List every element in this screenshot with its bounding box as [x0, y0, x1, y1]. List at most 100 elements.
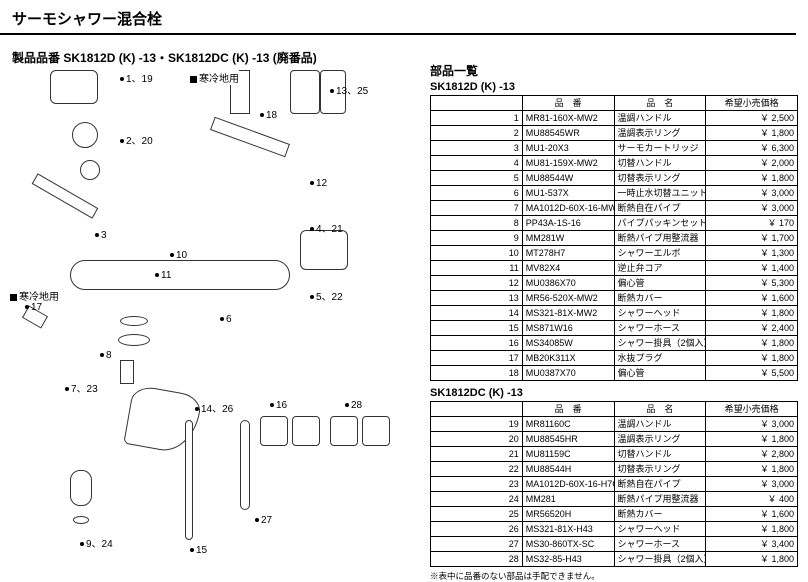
col-price: 希望小売価格 — [706, 96, 798, 111]
cell-price: ￥ 1,600 — [706, 507, 798, 522]
cell-code: MU81159C — [522, 447, 614, 462]
diagram-sketch — [10, 70, 420, 560]
cell-num: 26 — [431, 522, 523, 537]
cell-name: 水抜プラグ — [614, 351, 706, 366]
cell-code: MS321-81X-MW2 — [522, 306, 614, 321]
col-code: 品 番 — [522, 96, 614, 111]
cell-price: ￥ 2,800 — [706, 447, 798, 462]
cell-code: MU88545HR — [522, 432, 614, 447]
table-row: 20MU88545HR温調表示リング￥ 1,800 — [431, 432, 798, 447]
callout-label: 15 — [190, 545, 207, 556]
table-row: 16MS34085Wシャワー掛具（2個入）￥ 1,800 — [431, 336, 798, 351]
cell-price: ￥ 1,600 — [706, 291, 798, 306]
cell-num: 13 — [431, 291, 523, 306]
cell-code: MT278H7 — [522, 246, 614, 261]
col-num — [431, 402, 523, 417]
exploded-diagram: 1、192、2031813、25124、2165、22101187、2314、2… — [10, 70, 420, 560]
callout-label: 7、23 — [65, 380, 98, 395]
table-row: 25MR56520H断熱カバー￥ 1,600 — [431, 507, 798, 522]
cell-name: 断熱カバー — [614, 291, 706, 306]
col-name: 品 名 — [614, 402, 706, 417]
cell-price: ￥ 400 — [706, 492, 798, 507]
cell-code: MU0387X70 — [522, 366, 614, 381]
col-code: 品 番 — [522, 402, 614, 417]
table-row: 13MR56-520X-MW2断熱カバー￥ 1,600 — [431, 291, 798, 306]
cell-code: MS321-81X-H43 — [522, 522, 614, 537]
parts-table-1: 品 番 品 名 希望小売価格 1MR81-160X-MW2温調ハンドル￥ 2,5… — [430, 95, 798, 381]
cell-code: MM281 — [522, 492, 614, 507]
cell-num: 14 — [431, 306, 523, 321]
cell-name: 偏心管 — [614, 366, 706, 381]
cell-price: ￥ 3,000 — [706, 477, 798, 492]
cell-price: ￥ 5,300 — [706, 276, 798, 291]
cell-price: ￥ 1,800 — [706, 171, 798, 186]
cell-num: 20 — [431, 432, 523, 447]
table2-model-label: SK1812DC (K) -13 — [430, 387, 798, 399]
table-row: 21MU81159C切替ハンドル￥ 2,800 — [431, 447, 798, 462]
table-row: 2MU88545WR温調表示リング￥ 1,800 — [431, 126, 798, 141]
cell-num: 10 — [431, 246, 523, 261]
page-title: サーモシャワー混合栓 — [0, 0, 796, 35]
cold-region-label: 寒冷地用 — [10, 288, 59, 303]
cell-name: 温調ハンドル — [614, 417, 706, 432]
cell-price: ￥ 2,500 — [706, 111, 798, 126]
cell-code: MR81160C — [522, 417, 614, 432]
cell-price: ￥ 1,800 — [706, 336, 798, 351]
cell-num: 9 — [431, 231, 523, 246]
table-header-row: 品 番 品 名 希望小売価格 — [431, 402, 798, 417]
footnote: ※表中に品番のない部品は手配できません。 — [430, 570, 798, 582]
cell-name: サーモカートリッジ — [614, 141, 706, 156]
cell-num: 7 — [431, 201, 523, 216]
cell-num: 25 — [431, 507, 523, 522]
table-row: 14MS321-81X-MW2シャワーヘッド￥ 1,800 — [431, 306, 798, 321]
cell-num: 15 — [431, 321, 523, 336]
cell-num: 21 — [431, 447, 523, 462]
cell-price: ￥ 2,000 — [706, 156, 798, 171]
table-row: 26MS321-81X-H43シャワーヘッド￥ 1,800 — [431, 522, 798, 537]
table-row: 7MA1012D-60X-16-MW2断熱自在パイプ￥ 3,000 — [431, 201, 798, 216]
cell-price: ￥ 3,400 — [706, 537, 798, 552]
callout-label: 11 — [155, 270, 171, 281]
cell-code: MM281W — [522, 231, 614, 246]
table-row: 3MU1-20X3サーモカートリッジ￥ 6,300 — [431, 141, 798, 156]
cell-name: 温調ハンドル — [614, 111, 706, 126]
table1-model-label: SK1812D (K) -13 — [430, 81, 798, 93]
cell-num: 11 — [431, 261, 523, 276]
table-row: 11MV82X4逆止弁コア￥ 1,400 — [431, 261, 798, 276]
cell-name: 切替ハンドル — [614, 447, 706, 462]
cell-code: MS34085W — [522, 336, 614, 351]
cell-name: 切替表示リング — [614, 462, 706, 477]
cell-price: ￥ 3,000 — [706, 201, 798, 216]
cell-name: パイプパッキンセット — [614, 216, 706, 231]
cell-name: 断熱パイプ用整流器 — [614, 492, 706, 507]
cell-name: シャワーエルボ — [614, 246, 706, 261]
col-name: 品 名 — [614, 96, 706, 111]
cell-code: MU88544W — [522, 171, 614, 186]
callout-label: 3 — [95, 230, 107, 241]
cell-num: 5 — [431, 171, 523, 186]
cell-num: 8 — [431, 216, 523, 231]
cell-num: 12 — [431, 276, 523, 291]
cell-num: 17 — [431, 351, 523, 366]
cell-price: ￥ 3,000 — [706, 417, 798, 432]
cell-code: MS30-860TX-SC — [522, 537, 614, 552]
subtitle-models: SK1812D (K) -13・SK1812DC (K) -13 — [63, 51, 269, 65]
cell-name: シャワー掛具（2個入） — [614, 552, 706, 567]
cell-num: 4 — [431, 156, 523, 171]
discontinued-label: (廃番品) — [269, 51, 316, 65]
callout-label: 18 — [260, 110, 277, 121]
cell-name: 断熱カバー — [614, 507, 706, 522]
cell-name: 断熱パイプ用整流器 — [614, 231, 706, 246]
cold-region-label: 寒冷地用 — [190, 70, 239, 85]
table-row: 4MU81-159X-MW2切替ハンドル￥ 2,000 — [431, 156, 798, 171]
col-price: 希望小売価格 — [706, 402, 798, 417]
cell-name: シャワーヘッド — [614, 522, 706, 537]
cell-num: 16 — [431, 336, 523, 351]
cell-code: PP43A-1S-16 — [522, 216, 614, 231]
cell-name: 逆止弁コア — [614, 261, 706, 276]
cell-name: シャワーホース — [614, 537, 706, 552]
cell-name: 断熱自在パイプ — [614, 477, 706, 492]
callout-label: 5、22 — [310, 288, 343, 303]
cell-num: 18 — [431, 366, 523, 381]
cell-num: 3 — [431, 141, 523, 156]
